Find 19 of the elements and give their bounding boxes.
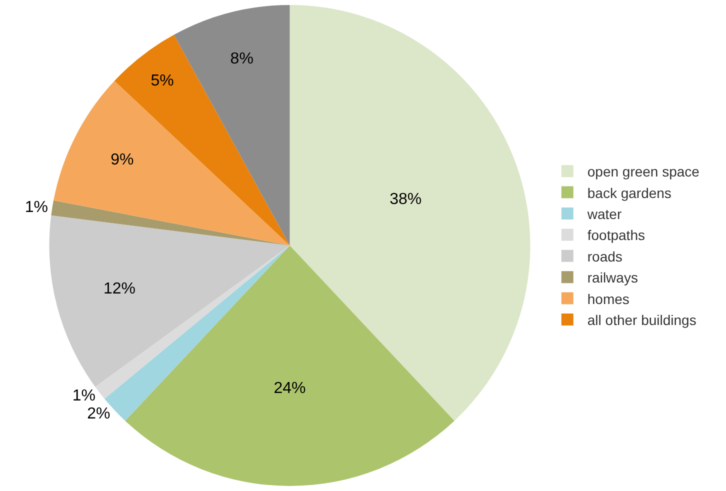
legend-label: roads [587, 248, 622, 264]
data-label: 12% [103, 280, 136, 298]
data-label: 2% [87, 406, 110, 423]
data-label: 38% [390, 191, 422, 208]
data-label: 1% [24, 199, 48, 216]
data-label: 9% [110, 152, 134, 169]
legend-label: footpaths [587, 227, 645, 244]
data-label: 1% [72, 388, 96, 405]
legend-label: all other buildings [587, 312, 696, 328]
legend-label: open green space [587, 164, 700, 180]
legend-label: railways [587, 270, 638, 286]
pie-slice [51, 200, 290, 246]
pie-slice [174, 5, 290, 246]
legend-label: back gardens [587, 184, 672, 201]
data-label: 24% [274, 380, 306, 397]
data-label: 5% [150, 72, 174, 90]
data-label: 8% [230, 50, 254, 68]
legend-label: water [586, 206, 622, 222]
legend-label: homes [587, 290, 630, 307]
